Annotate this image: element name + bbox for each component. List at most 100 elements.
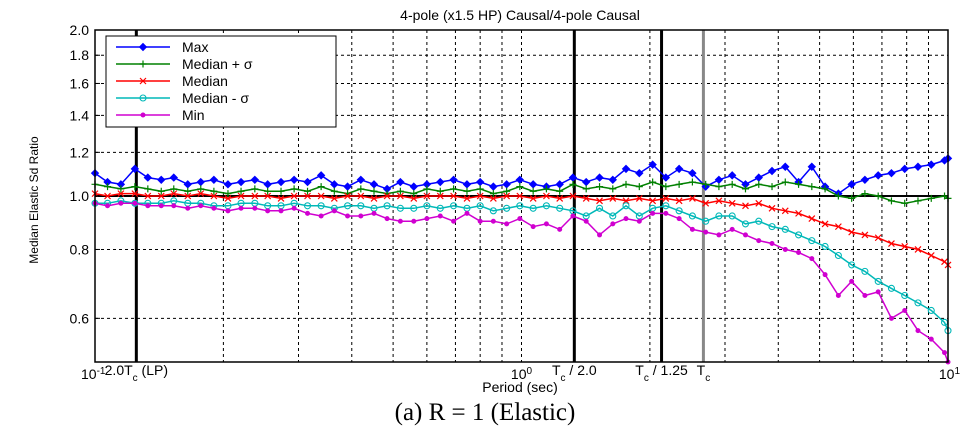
data-point: [887, 284, 895, 292]
data-point: [688, 194, 696, 202]
data-point: [410, 194, 418, 202]
data-point: [635, 168, 644, 178]
data-point: [436, 204, 444, 212]
data-point: [781, 225, 789, 233]
data-point: [277, 187, 285, 195]
data-point: [265, 208, 271, 214]
data-point: [318, 213, 324, 219]
data-point: [821, 220, 829, 228]
y-tick-label: 0.6: [70, 310, 90, 326]
data-point: [900, 164, 909, 174]
data-point: [252, 205, 258, 211]
data-point: [927, 252, 935, 259]
data-point: [169, 173, 178, 182]
data-point: [848, 194, 856, 202]
data-point: [170, 190, 178, 198]
data-point: [305, 210, 311, 216]
data-point: [675, 207, 683, 215]
y-tick-label: 0.8: [70, 241, 90, 257]
data-point: [331, 208, 337, 214]
data-point: [451, 218, 457, 224]
data-point: [874, 277, 882, 285]
data-point: [196, 177, 205, 187]
data-point: [197, 190, 205, 198]
data-point: [927, 306, 935, 315]
data-point: [528, 180, 538, 189]
data-point: [330, 194, 338, 202]
data-point: [317, 192, 325, 200]
data-point: [290, 185, 298, 193]
data-point: [741, 220, 750, 228]
data-point: [489, 194, 497, 202]
data-point: [767, 166, 777, 176]
data-point: [225, 208, 231, 214]
series-line: [94, 192, 949, 266]
data-point: [437, 213, 443, 219]
data-point: [105, 203, 111, 209]
data-point: [795, 231, 803, 239]
data-point: [621, 164, 631, 174]
data-point: [847, 180, 856, 189]
data-point: [224, 194, 232, 202]
data-point: [475, 177, 485, 187]
data-point: [224, 190, 232, 198]
data-point: [807, 162, 817, 171]
data-point: [436, 187, 444, 195]
data-point: [702, 199, 710, 207]
data-point: [755, 217, 763, 225]
data-point: [715, 183, 723, 191]
data-point: [450, 202, 458, 210]
data-point: [184, 187, 192, 195]
data-point: [291, 205, 297, 211]
x-axis-ticks: 10-1 100 101: [81, 366, 960, 383]
legend-item: Median + σ: [116, 56, 253, 72]
data-point: [688, 212, 696, 220]
data-point: [727, 171, 737, 180]
data-point: [343, 182, 352, 191]
y-tick-label: 1.0: [70, 188, 90, 204]
data-point: [556, 187, 564, 195]
data-point: [808, 237, 816, 245]
data-point: [383, 202, 391, 210]
data-point: [808, 183, 816, 191]
data-point: [358, 213, 364, 219]
data-point: [223, 180, 233, 189]
data-point: [183, 180, 192, 189]
legend-item: Median - σ: [116, 90, 249, 106]
data-point: [676, 216, 682, 222]
figure-caption: (a) R = 1 (Elastic): [395, 399, 576, 426]
data-point: [861, 231, 869, 239]
data-point: [303, 202, 312, 210]
legend-marker: [139, 94, 147, 102]
reference-line-label: Tc / 1.25: [635, 362, 688, 384]
data-point: [569, 192, 577, 200]
data-point: [423, 192, 431, 200]
data-point: [278, 208, 284, 214]
data-point: [821, 185, 829, 193]
data-point: [410, 190, 418, 198]
data-point: [502, 180, 511, 189]
data-point: [821, 242, 829, 251]
data-point: [317, 202, 325, 210]
y-tick-label: 1.8: [70, 47, 90, 63]
data-point: [237, 187, 245, 195]
data-point: [755, 180, 763, 188]
data-point: [769, 241, 775, 247]
data-point: [913, 162, 923, 171]
data-point: [330, 187, 338, 195]
series-2: [91, 190, 952, 269]
data-point: [357, 185, 365, 193]
data-point: [768, 204, 776, 212]
data-point: [901, 243, 909, 250]
data-point: [902, 307, 908, 313]
data-point: [529, 204, 537, 212]
data-point: [145, 203, 151, 209]
data-point: [303, 177, 312, 187]
series-layer: [90, 154, 953, 365]
data-point: [595, 173, 604, 182]
data-point: [716, 232, 722, 238]
x-tick-label: 101: [939, 366, 961, 383]
data-point: [862, 293, 868, 299]
data-point: [370, 187, 378, 195]
